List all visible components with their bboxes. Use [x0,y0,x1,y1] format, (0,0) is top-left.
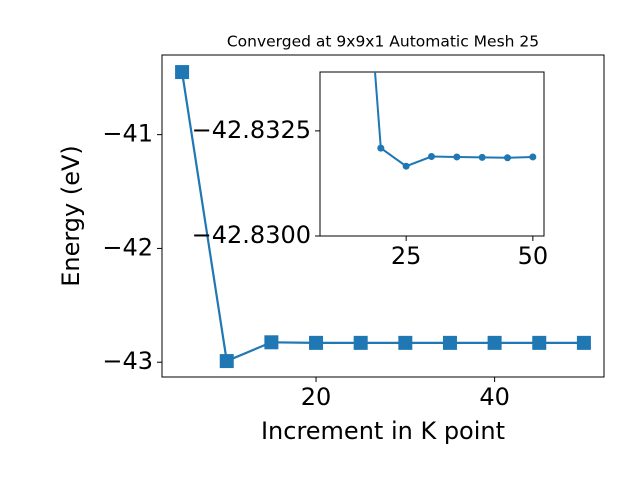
y-tick-label: −42.8300 [192,221,311,249]
marker [402,162,410,170]
marker [353,335,368,350]
marker [453,153,461,161]
y-tick-label: −41 [102,120,153,148]
marker [219,354,234,369]
x-tick-label: 50 [518,242,549,270]
y-tick-label: −43 [102,347,153,375]
plot-content [175,65,591,369]
marker [175,65,190,80]
marker [487,335,502,350]
line [374,72,533,168]
x-tick-label: 25 [391,242,422,270]
marker [427,153,435,161]
marker [478,153,486,161]
x-axis-label: Increment in K point [261,417,505,445]
marker [377,144,385,152]
plot-content [374,72,537,170]
line [181,71,584,363]
marker [576,335,591,350]
marker [504,154,512,162]
marker [398,335,413,350]
marker [442,335,457,350]
marker [529,153,537,161]
y-axis-label: Energy (eV) [57,145,85,287]
marker [264,335,279,350]
marker [309,335,324,350]
y-tick-label: −42 [102,233,153,261]
marker [532,335,547,350]
chart-title: Converged at 9x9x1 Automatic Mesh 25 [227,33,539,51]
x-tick-label: 40 [479,383,510,411]
x-tick-label: 20 [301,383,332,411]
y-tick-label: −42.8325 [192,116,311,144]
